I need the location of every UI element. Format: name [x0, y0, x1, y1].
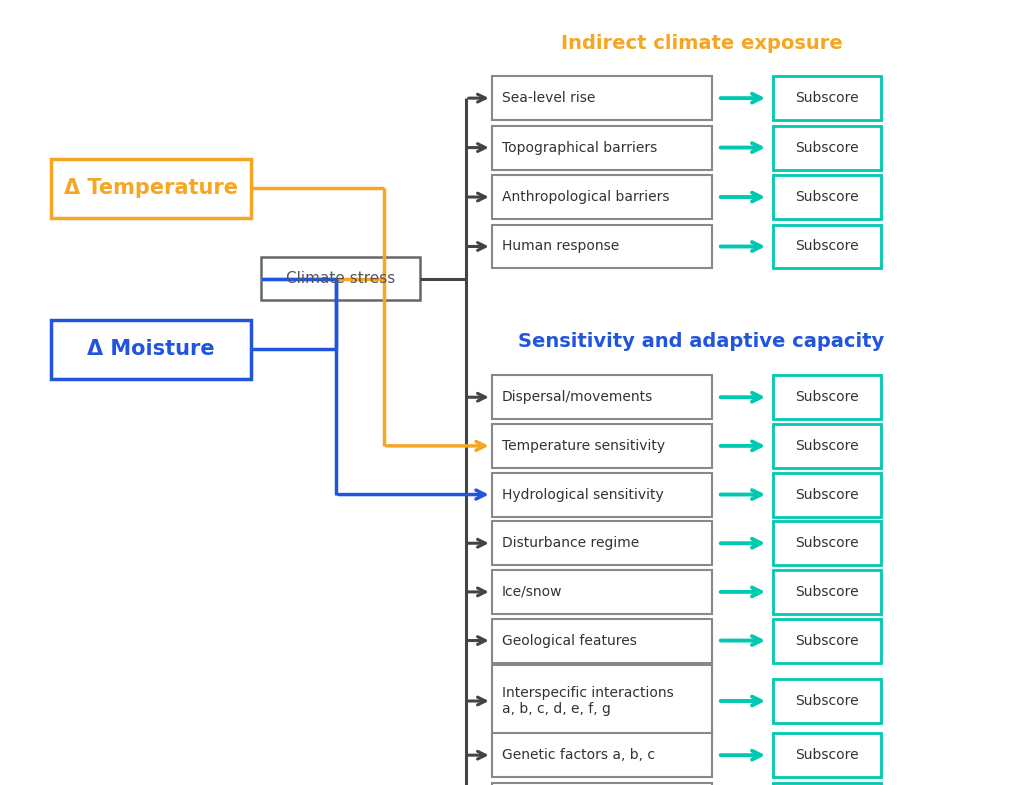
Text: Subscore: Subscore — [795, 633, 859, 648]
Text: Subscore: Subscore — [795, 439, 859, 453]
FancyBboxPatch shape — [773, 375, 881, 419]
Text: Indirect climate exposure: Indirect climate exposure — [560, 34, 843, 53]
FancyBboxPatch shape — [773, 679, 881, 723]
Text: Subscore: Subscore — [795, 748, 859, 762]
Text: Dispersal/movements: Dispersal/movements — [502, 390, 653, 404]
FancyBboxPatch shape — [492, 570, 712, 614]
Text: Sensitivity and adaptive capacity: Sensitivity and adaptive capacity — [518, 332, 885, 351]
Text: Subscore: Subscore — [795, 536, 859, 550]
Text: Subscore: Subscore — [795, 91, 859, 105]
FancyBboxPatch shape — [51, 159, 251, 217]
FancyBboxPatch shape — [261, 257, 420, 301]
FancyBboxPatch shape — [492, 375, 712, 419]
Text: Climate stress: Climate stress — [286, 271, 395, 287]
Text: Hydrological sensitivity: Hydrological sensitivity — [502, 487, 664, 502]
FancyBboxPatch shape — [492, 619, 712, 663]
Text: Subscore: Subscore — [795, 390, 859, 404]
Text: Subscore: Subscore — [795, 190, 859, 204]
Text: Topographical barriers: Topographical barriers — [502, 141, 657, 155]
FancyBboxPatch shape — [773, 733, 881, 777]
FancyBboxPatch shape — [492, 126, 712, 170]
FancyBboxPatch shape — [492, 733, 712, 777]
FancyBboxPatch shape — [51, 320, 251, 378]
FancyBboxPatch shape — [773, 521, 881, 565]
Text: Δ Temperature: Δ Temperature — [65, 178, 238, 199]
Text: Geological features: Geological features — [502, 633, 637, 648]
Text: Sea-level rise: Sea-level rise — [502, 91, 595, 105]
FancyBboxPatch shape — [773, 76, 881, 120]
FancyBboxPatch shape — [492, 665, 712, 737]
Text: Subscore: Subscore — [795, 141, 859, 155]
Text: Genetic factors a, b, c: Genetic factors a, b, c — [502, 748, 654, 762]
Text: Anthropological barriers: Anthropological barriers — [502, 190, 670, 204]
FancyBboxPatch shape — [492, 225, 712, 268]
FancyBboxPatch shape — [773, 619, 881, 663]
Text: Disturbance regime: Disturbance regime — [502, 536, 639, 550]
FancyBboxPatch shape — [773, 175, 881, 219]
FancyBboxPatch shape — [773, 424, 881, 468]
Text: Δ Moisture: Δ Moisture — [87, 339, 215, 360]
FancyBboxPatch shape — [492, 783, 712, 785]
FancyBboxPatch shape — [492, 521, 712, 565]
Text: Temperature sensitivity: Temperature sensitivity — [502, 439, 665, 453]
FancyBboxPatch shape — [773, 126, 881, 170]
Text: Human response: Human response — [502, 239, 620, 254]
FancyBboxPatch shape — [492, 76, 712, 120]
Text: Subscore: Subscore — [795, 585, 859, 599]
FancyBboxPatch shape — [492, 424, 712, 468]
Text: Subscore: Subscore — [795, 694, 859, 708]
FancyBboxPatch shape — [773, 783, 881, 785]
FancyBboxPatch shape — [773, 225, 881, 268]
Text: Subscore: Subscore — [795, 239, 859, 254]
FancyBboxPatch shape — [492, 175, 712, 219]
Text: Interspecific interactions
a, b, c, d, e, f, g: Interspecific interactions a, b, c, d, e… — [502, 686, 674, 716]
FancyBboxPatch shape — [492, 473, 712, 517]
FancyBboxPatch shape — [773, 570, 881, 614]
FancyBboxPatch shape — [773, 473, 881, 517]
Text: Ice/snow: Ice/snow — [502, 585, 562, 599]
Text: Subscore: Subscore — [795, 487, 859, 502]
